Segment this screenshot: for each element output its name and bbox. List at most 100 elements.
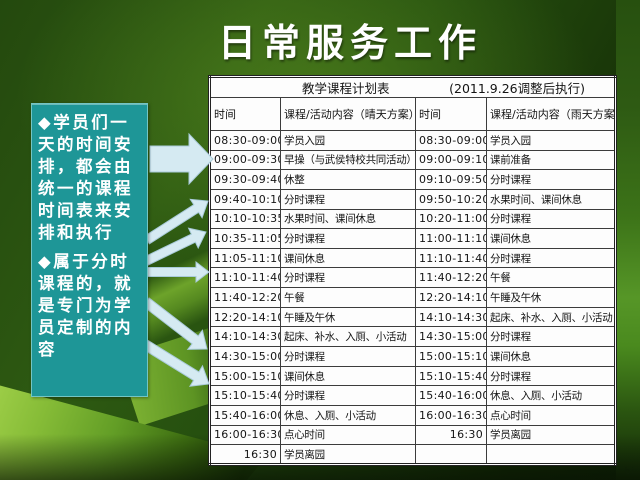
- time-cell: 15:10-15:40: [415, 365, 487, 387]
- note-bullet-2: ◆属于分时课程的，就是专门为学员定制的内容: [38, 252, 133, 359]
- table-title-cell: 教学课程计划表 (2011.9.26调整后执行): [208, 76, 617, 98]
- time-cell: 15:00-15:10: [415, 346, 487, 367]
- table-row: 15:00-15:10 课间休息 15:10-15:40 分时课程: [209, 365, 617, 387]
- activity-cell: 课间休息: [280, 247, 416, 269]
- activity-cell: 分时课程: [280, 228, 416, 249]
- schedule-body: 08:30-09:00 学员入园 08:30-09:00 学员入园 09:00-09:3…: [209, 130, 617, 465]
- table-row: 11:40-12:20 午餐 12:20-14:10 午睡及午休: [209, 287, 617, 308]
- table-row: 11:10-11:40 分时课程 11:40-12:20 午餐: [209, 267, 617, 289]
- table-row: 16:00-16:30 点心时间 16:30 学员离园: [209, 424, 617, 446]
- activity-cell: 分时课程: [485, 326, 617, 348]
- table-row: 08:30-09:00 学员入园 08:30-09:00 学员入园: [209, 130, 617, 151]
- time-cell: 15:40-16:00: [415, 385, 487, 406]
- table-row: 09:40-10:10 分时课程 09:50-10:20 水果时间、课间休息: [209, 188, 617, 210]
- activity-cell: 学员离园: [280, 444, 416, 465]
- time-cell: 09:00-09:30: [209, 149, 281, 171]
- time-cell: 14:30-15:00: [209, 346, 281, 367]
- activity-cell: 课前准备: [485, 149, 617, 171]
- time-cell: 11:05-11:10: [209, 247, 281, 269]
- table-row: 14:30-15:00 分时课程 15:00-15:10 课间休息: [209, 346, 617, 367]
- table-header-row: 时间 课程/活动内容（晴天方案） 时间 课程/活动内容（雨天方案）: [209, 97, 617, 131]
- activity-cell: 午睡及午休: [280, 306, 416, 328]
- time-cell: 12:20-14:10: [415, 287, 487, 308]
- table-row: 11:05-11:10 课间休息 11:10-11:40 分时课程: [209, 247, 617, 269]
- activity-cell: 学员入园: [280, 130, 416, 151]
- time-cell: 09:50-10:20: [415, 188, 487, 210]
- activity-cell: 午睡及午休: [485, 287, 617, 308]
- activity-cell: 课间休息: [280, 365, 416, 387]
- watermark: bi: [624, 467, 635, 477]
- time-cell: 16:00-16:30: [209, 424, 281, 446]
- time-cell: 15:10-15:40: [209, 385, 281, 406]
- activity-cell: 休整: [280, 169, 416, 190]
- table-title: 教学课程计划表: [302, 81, 390, 96]
- time-cell: 14:30-15:00: [415, 326, 487, 348]
- activity-cell: 分时课程: [485, 169, 617, 190]
- activity-cell: 水果时间、课间休息: [280, 208, 416, 230]
- note-bullet-1: ◆学员们一天的时间安排，都会由统一的课程时间表来安排和执行: [38, 113, 133, 242]
- time-cell: 09:30-09:40: [209, 169, 281, 190]
- time-cell: 16:00-16:30: [415, 404, 487, 426]
- time-cell: 08:30-09:00: [415, 130, 487, 151]
- table-row: 14:10-14:30 起床、补水、入厕、小活动 14:30-15:00 分时课程: [209, 326, 617, 348]
- time-cell: 16:30: [415, 424, 487, 446]
- activity-cell: 午餐: [485, 267, 617, 289]
- activity-cell: 午餐: [280, 287, 416, 308]
- table-row: 10:10-10:35 水果时间、课间休息 10:20-11:00 分时课程: [209, 208, 617, 230]
- time-cell: 08:30-09:00: [209, 130, 281, 151]
- table-title-note: (2011.9.26调整后执行): [449, 81, 586, 96]
- table-row: 16:30 学员离园: [209, 444, 617, 465]
- activity-cell: 起床、补水、入厕、小活动: [485, 306, 617, 328]
- table-row: 15:40-16:00 休息、入厕、小活动 16:00-16:30 点心时间: [209, 404, 617, 426]
- time-cell: 09:10-09:50: [415, 169, 487, 190]
- schedule-table: 教学课程计划表 (2011.9.26调整后执行) 时间 课程/活动内容（晴天方案…: [208, 75, 618, 466]
- time-cell: 11:40-12:20: [209, 287, 281, 308]
- background-right-leaf-band: [616, 0, 640, 480]
- activity-cell: 早操（与武侯特校共同活动）: [280, 149, 416, 171]
- table-row: 09:30-09:40 休整 09:10-09:50 分时课程: [209, 169, 617, 190]
- activity-cell: 分时课程: [280, 385, 416, 406]
- column-header-time-sunny: 时间: [209, 97, 281, 131]
- activity-cell: 休息、入厕、小活动: [280, 404, 416, 426]
- activity-cell: 分时课程: [485, 365, 617, 387]
- time-cell: 15:40-16:00: [209, 404, 281, 426]
- slide-title: 日常服务工作: [217, 20, 482, 65]
- time-cell: 10:10-10:35: [209, 208, 281, 230]
- activity-cell: 课间休息: [485, 346, 617, 367]
- column-header-content-rainy: 课程/活动内容（雨天方案）: [485, 97, 617, 131]
- table-row: 15:10-15:40 分时课程 15:40-16:00 休息、入厕、小活动: [209, 385, 617, 406]
- activity-cell: 起床、补水、入厕、小活动: [280, 326, 416, 348]
- time-cell: [415, 444, 487, 465]
- activity-cell: 休息、入厕、小活动: [485, 385, 617, 406]
- time-cell: 09:40-10:10: [209, 188, 281, 210]
- column-header-time-rainy: 时间: [415, 97, 487, 131]
- time-cell: 14:10-14:30: [209, 326, 281, 348]
- time-cell: 12:20-14:10: [209, 306, 281, 328]
- table-row: 12:20-14:10 午睡及午休 14:10-14:30 起床、补水、入厕、小活动: [209, 306, 617, 328]
- activity-cell: 学员离园: [485, 424, 617, 446]
- time-cell: 14:10-14:30: [415, 306, 487, 328]
- activity-cell: 分时课程: [280, 267, 416, 289]
- time-cell: 11:10-11:40: [415, 247, 487, 269]
- activity-cell: 点心时间: [485, 404, 617, 426]
- time-cell: 11:40-12:20: [415, 267, 487, 289]
- activity-cell: 分时课程: [485, 208, 617, 230]
- activity-cell: 学员入园: [485, 130, 617, 151]
- activity-cell: 分时课程: [280, 188, 416, 210]
- note-box: ◆学员们一天的时间安排，都会由统一的课程时间表来安排和执行 ◆属于分时课程的，就…: [31, 103, 148, 397]
- activity-cell: 分时课程: [485, 247, 617, 269]
- activity-cell: 点心时间: [280, 424, 416, 446]
- time-cell: 11:00-11:10: [415, 228, 487, 249]
- activity-cell: [485, 444, 617, 465]
- activity-cell: 课间休息: [485, 228, 617, 249]
- time-cell: 15:00-15:10: [209, 365, 281, 387]
- table-row: 09:00-09:30 早操（与武侯特校共同活动） 09:00-09:10 课前准备: [209, 149, 617, 171]
- activity-cell: 分时课程: [280, 346, 416, 367]
- time-cell: 09:00-09:10: [415, 149, 487, 171]
- time-cell: 16:30: [209, 444, 281, 465]
- time-cell: 10:20-11:00: [415, 208, 487, 230]
- activity-cell: 水果时间、课间休息: [485, 188, 617, 210]
- time-cell: 10:35-11:05: [209, 228, 281, 249]
- column-header-content-sunny: 课程/活动内容（晴天方案）: [280, 97, 416, 131]
